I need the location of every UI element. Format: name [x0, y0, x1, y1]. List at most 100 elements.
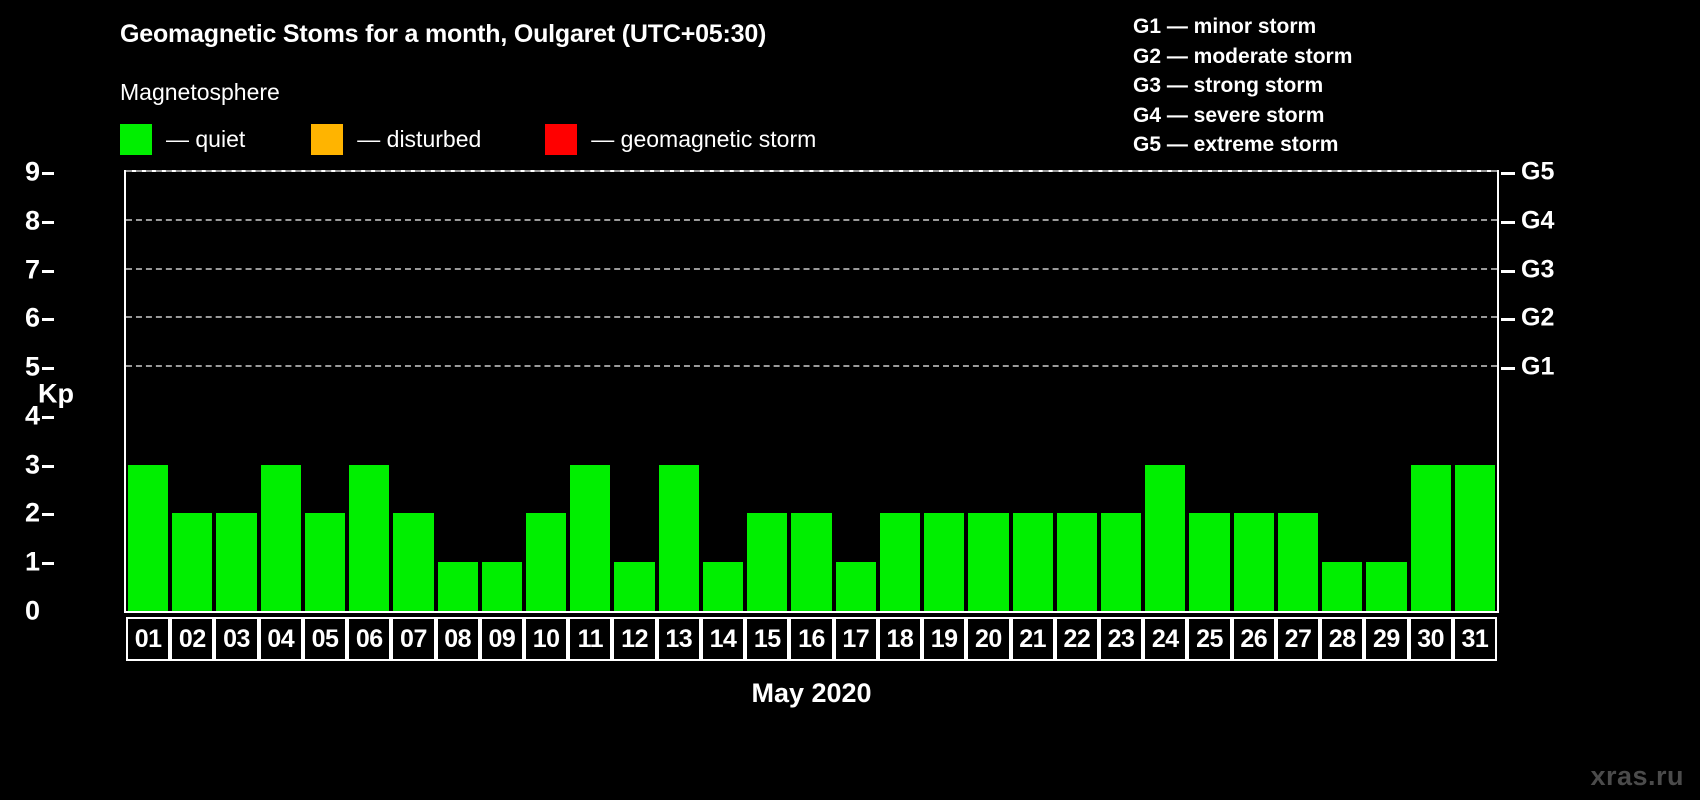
bar-slot [1320, 172, 1364, 611]
x-axis-day-28[interactable]: 28 [1320, 617, 1365, 661]
bar-day-25[interactable] [1189, 513, 1230, 611]
bar-day-31[interactable] [1454, 464, 1495, 611]
bar-day-12[interactable] [614, 562, 655, 611]
x-axis-day-01[interactable]: 01 [126, 617, 171, 661]
g-scale-row-g5: G5 — extreme storm [1133, 133, 1339, 156]
x-axis-day-02[interactable]: 02 [170, 617, 215, 661]
bar-day-09[interactable] [481, 562, 523, 611]
bar-day-05[interactable] [304, 513, 346, 611]
g-tick-label-G1: G1 [1521, 352, 1555, 381]
x-axis-day-09[interactable]: 09 [479, 617, 525, 661]
bar-day-20[interactable] [968, 513, 1009, 611]
x-axis-day-27[interactable]: 27 [1275, 617, 1321, 661]
x-axis-day-10[interactable]: 10 [524, 617, 569, 661]
x-axis-day-22[interactable]: 22 [1054, 617, 1099, 661]
x-axis-day-08[interactable]: 08 [435, 617, 480, 661]
orange-swatch-icon [311, 123, 344, 155]
y-tick-label-8: 8 [24, 205, 40, 236]
bar-day-15[interactable] [747, 513, 788, 611]
y-axis-g-scale: G1 G2 G3 G4 G5 [1499, 0, 1700, 800]
bar-day-02[interactable] [172, 513, 213, 611]
g-tick-mark-G1 [1501, 367, 1515, 371]
x-axis-day-05[interactable]: 05 [302, 617, 348, 661]
bar-day-30[interactable] [1410, 464, 1451, 611]
y-tick-label-1: 1 [24, 546, 40, 577]
bar-day-19[interactable] [924, 513, 965, 611]
bar-day-16[interactable] [791, 513, 832, 611]
bar-slot [1232, 172, 1276, 611]
bar-day-10[interactable] [526, 513, 567, 611]
bar-slot [1453, 172, 1497, 611]
bar-day-08[interactable] [437, 562, 478, 611]
x-axis-day-20[interactable]: 20 [966, 617, 1011, 661]
page-title: Geomagnetic Stoms for a month, Oulgaret … [120, 20, 767, 48]
x-axis-day-13[interactable]: 13 [656, 617, 701, 661]
x-axis-day-24[interactable]: 24 [1143, 617, 1188, 661]
bar-slot [347, 172, 391, 611]
y-tick-label-7: 7 [24, 254, 40, 285]
x-axis-day-26[interactable]: 26 [1231, 617, 1276, 661]
x-axis-day-17[interactable]: 17 [833, 617, 878, 661]
x-axis-day-04[interactable]: 04 [258, 617, 303, 661]
g-scale-legend: G1 — minor storm G2 — moderate storm G3 … [1133, 12, 1553, 160]
bar-slot [789, 172, 833, 611]
bar-day-21[interactable] [1012, 513, 1053, 611]
x-axis-day-07[interactable]: 07 [391, 617, 436, 661]
bar-day-13[interactable] [658, 464, 699, 611]
x-axis-day-29[interactable]: 29 [1364, 617, 1409, 661]
bar-day-17[interactable] [835, 562, 876, 611]
bar-day-06[interactable] [349, 464, 390, 611]
x-axis-day-06[interactable]: 06 [347, 617, 392, 661]
x-axis-day-31[interactable]: 31 [1452, 617, 1497, 661]
bar-day-04[interactable] [260, 464, 301, 611]
bar-slot [436, 172, 480, 611]
g-tick-label-G5: G5 [1521, 157, 1555, 186]
bar-day-18[interactable] [879, 513, 921, 611]
x-axis-day-15[interactable]: 15 [745, 617, 790, 661]
plot-inner [126, 170, 1497, 611]
bar-day-29[interactable] [1366, 562, 1407, 611]
x-axis-day-25[interactable]: 25 [1187, 617, 1232, 661]
gridline [126, 365, 1497, 368]
x-axis-day-03[interactable]: 03 [214, 617, 259, 661]
bar-day-14[interactable] [702, 562, 744, 611]
x-axis-day-30[interactable]: 30 [1408, 617, 1453, 661]
bar-slot [922, 172, 966, 611]
x-axis-day-14[interactable]: 14 [700, 617, 746, 661]
x-axis-day-19[interactable]: 19 [922, 617, 967, 661]
bar-day-28[interactable] [1322, 562, 1363, 611]
y-axis-title: Kp [38, 378, 74, 409]
bar-day-22[interactable] [1056, 513, 1097, 611]
bar-slot [834, 172, 878, 611]
g-tick-label-G2: G2 [1521, 303, 1555, 332]
bar-day-24[interactable] [1145, 464, 1186, 611]
red-swatch-icon [545, 123, 578, 155]
legend-item-disturbed: — disturbed [311, 122, 481, 156]
g-tick-label-G3: G3 [1521, 255, 1555, 284]
x-axis-day-labels: 01 02 03 04 05 06 07 08 09 10 11 12 13 14 15 16 17 18 19 20… [124, 617, 1499, 661]
bar-slot [214, 172, 258, 611]
bar-day-11[interactable] [570, 464, 611, 611]
legend-item-quiet: — quiet [120, 122, 245, 156]
magnetosphere-legend: — quiet — disturbed — geomagnetic storm [120, 122, 816, 156]
x-axis-day-18[interactable]: 18 [877, 617, 923, 661]
x-axis-day-21[interactable]: 21 [1010, 617, 1055, 661]
bar-day-01[interactable] [128, 464, 169, 611]
bar-slot [1364, 172, 1408, 611]
x-axis-day-11[interactable]: 11 [568, 617, 613, 661]
x-axis-day-23[interactable]: 23 [1098, 617, 1144, 661]
bar-day-23[interactable] [1100, 513, 1142, 611]
y-tick-mark-6 [42, 318, 54, 322]
bar-day-03[interactable] [216, 513, 257, 611]
y-axis-kp: Kp 0 1 2 3 4 5 6 7 8 9 [0, 0, 124, 800]
x-axis-day-16[interactable]: 16 [789, 617, 834, 661]
y-tick-mark-1 [42, 562, 54, 566]
bar-day-07[interactable] [393, 513, 434, 611]
x-axis-day-12[interactable]: 12 [612, 617, 657, 661]
bar-day-26[interactable] [1233, 513, 1274, 611]
bar-slot [1187, 172, 1231, 611]
g-scale-row-g2: G2 — moderate storm [1133, 44, 1353, 68]
gridline [126, 267, 1497, 270]
bars-layer [126, 172, 1497, 611]
bar-day-27[interactable] [1277, 513, 1319, 611]
